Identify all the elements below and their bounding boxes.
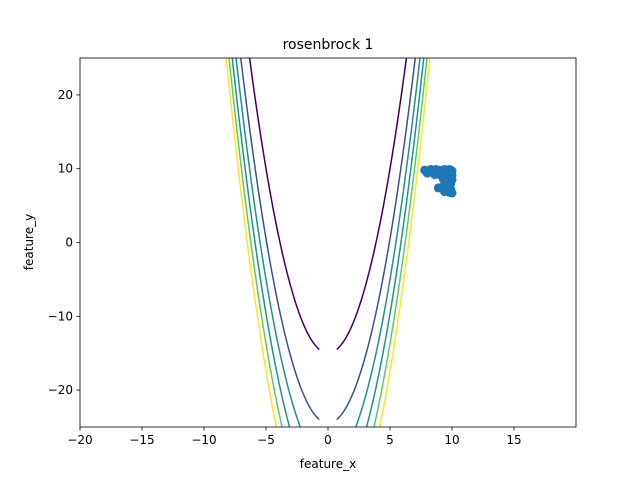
x-tick-label: −20 [67, 433, 92, 447]
y-tick-label: 20 [58, 88, 73, 102]
contour-line-right [336, 58, 408, 351]
x-tick-label: −5 [257, 433, 275, 447]
contour-line-left [235, 58, 301, 427]
x-tick-label: 10 [444, 433, 459, 447]
x-tick-label: 0 [324, 433, 332, 447]
contour-line-right [373, 58, 428, 427]
scatter-layer [420, 164, 457, 198]
contour-line-right [355, 58, 421, 427]
scatter-point [445, 187, 455, 197]
contour-line-left [228, 58, 283, 427]
x-tick-label: 15 [506, 433, 521, 447]
contour-layer [225, 58, 431, 427]
contour-line-left [231, 58, 291, 427]
chart-title: rosenbrock 1 [283, 37, 374, 53]
y-axis-label: feature_y [22, 214, 36, 270]
y-tick-label: −10 [48, 309, 73, 323]
contour-line-left [240, 58, 320, 421]
y-tick-label: 0 [65, 236, 73, 250]
x-axis: −20 −15 −10 −5 0 5 10 15 [67, 427, 522, 447]
contour-line-left [225, 58, 277, 427]
x-axis-label: feature_x [300, 457, 356, 471]
x-tick-label: −15 [129, 433, 154, 447]
scatter-point [443, 165, 453, 175]
x-tick-label: −10 [191, 433, 216, 447]
contour-line-right [365, 58, 425, 427]
y-tick-label: 10 [58, 162, 73, 176]
y-tick-label: −20 [48, 383, 73, 397]
contour-line-left [248, 58, 320, 351]
y-axis: −20 −10 0 10 20 [48, 88, 80, 397]
x-tick-label: 5 [386, 433, 394, 447]
scatter-point [430, 170, 440, 180]
contour-line-right [336, 58, 416, 421]
contour-line-right [379, 58, 431, 427]
